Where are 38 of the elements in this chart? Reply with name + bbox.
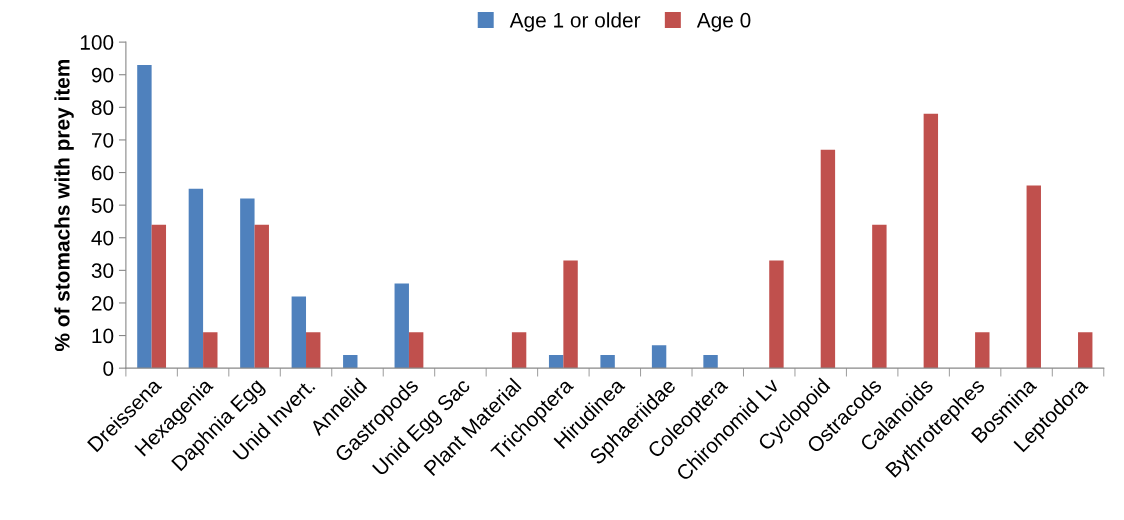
bar bbox=[188, 188, 204, 369]
bar bbox=[1026, 185, 1041, 369]
bar bbox=[1078, 332, 1093, 369]
y-tick-label: 60 bbox=[91, 165, 114, 181]
legend-label: Age 1 or older bbox=[509, 12, 641, 32]
bar bbox=[923, 113, 939, 369]
bar bbox=[820, 149, 836, 369]
bar bbox=[651, 345, 667, 369]
y-tick-label: 50 bbox=[91, 198, 114, 213]
legend-label: Age 0 bbox=[696, 12, 751, 32]
bar bbox=[151, 224, 167, 369]
bar bbox=[563, 260, 578, 369]
bar bbox=[203, 332, 218, 369]
y-tick-label: 0 bbox=[103, 361, 114, 376]
y-tick-label: 90 bbox=[91, 67, 114, 83]
bar bbox=[137, 64, 152, 369]
y-tick-label: 40 bbox=[91, 230, 114, 246]
y-axis-title: % of stomachs with prey item bbox=[54, 59, 74, 352]
bar bbox=[600, 355, 615, 369]
y-tick-label: 10 bbox=[92, 328, 114, 344]
y-tick-label: 80 bbox=[91, 100, 114, 116]
bar bbox=[343, 355, 358, 369]
y-tick-label: 100 bbox=[80, 35, 114, 50]
bar bbox=[408, 332, 424, 369]
bar bbox=[548, 355, 564, 369]
bar bbox=[703, 355, 718, 369]
bar bbox=[872, 224, 887, 369]
bar bbox=[769, 260, 784, 369]
bar bbox=[394, 283, 409, 369]
y-tick-label: 20 bbox=[91, 295, 114, 311]
bar bbox=[511, 332, 527, 369]
bar bbox=[240, 198, 255, 369]
y-tick-label: 70 bbox=[91, 132, 114, 148]
y-tick-label: 30 bbox=[91, 263, 114, 279]
bar bbox=[306, 332, 321, 369]
bar bbox=[975, 332, 990, 369]
bar bbox=[291, 296, 307, 369]
bar bbox=[254, 224, 269, 369]
